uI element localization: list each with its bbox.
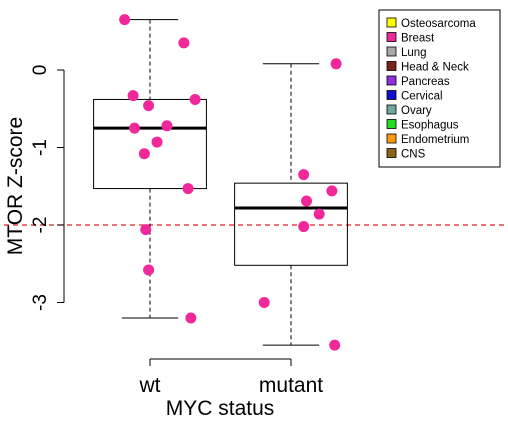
data-point bbox=[313, 208, 325, 220]
box-iqr bbox=[93, 98, 207, 190]
data-point bbox=[329, 339, 341, 351]
legend: Osteosarcoma Breast Lung Head & Neck Pancrea… bbox=[378, 9, 501, 168]
data-point bbox=[298, 221, 310, 233]
legend-frame bbox=[378, 9, 501, 168]
legend-label: Lung bbox=[401, 47, 427, 59]
axes: 0 -1 -2 -3 wt mutant bbox=[30, 65, 323, 397]
legend-swatch bbox=[386, 90, 397, 100]
legend-swatch bbox=[386, 119, 397, 129]
legend-label: Esophagus bbox=[401, 120, 459, 132]
data-point bbox=[143, 264, 155, 276]
legend-swatch bbox=[386, 133, 397, 144]
plot-area bbox=[4, 14, 508, 351]
legend-label: Head & Neck bbox=[401, 62, 469, 74]
data-point bbox=[178, 37, 190, 49]
legend-swatch bbox=[386, 104, 397, 115]
legend-label: Cervical bbox=[401, 91, 443, 103]
legend-swatch bbox=[386, 32, 397, 42]
y-tick-label: 0 bbox=[30, 65, 51, 76]
legend-swatch bbox=[386, 46, 397, 57]
legend-label: Breast bbox=[401, 33, 435, 45]
box-mutant bbox=[234, 63, 348, 346]
data-point bbox=[128, 122, 140, 134]
data-point bbox=[143, 100, 155, 112]
data-point bbox=[151, 136, 163, 148]
box-iqr bbox=[234, 182, 348, 266]
legend-label: CNS bbox=[401, 149, 426, 161]
legend-swatch bbox=[386, 61, 397, 71]
x-tick-label: mutant bbox=[259, 374, 323, 397]
y-tick-label: -1 bbox=[30, 139, 51, 156]
data-point bbox=[298, 169, 310, 181]
data-point bbox=[330, 58, 342, 70]
data-point bbox=[258, 297, 270, 308]
data-point bbox=[161, 120, 173, 132]
legend-label: Osteosarcoma bbox=[401, 18, 476, 30]
data-point bbox=[138, 148, 150, 160]
box-wt bbox=[93, 19, 207, 319]
data-point bbox=[140, 224, 152, 236]
data-point bbox=[119, 14, 131, 26]
data-point bbox=[326, 185, 338, 197]
legend-label: Pancreas bbox=[401, 76, 450, 88]
data-point bbox=[189, 93, 201, 105]
legend-swatch bbox=[386, 75, 397, 86]
legend-label: Endometrium bbox=[401, 134, 469, 146]
x-axis-title: MYC status bbox=[166, 397, 275, 420]
data-point bbox=[127, 90, 139, 102]
data-point bbox=[185, 312, 197, 324]
data-point bbox=[182, 183, 194, 195]
y-tick-label: -2 bbox=[30, 217, 51, 234]
data-point bbox=[301, 195, 313, 207]
legend-swatch bbox=[386, 17, 397, 28]
y-tick-label: -3 bbox=[30, 294, 51, 311]
x-tick-label: wt bbox=[139, 374, 161, 397]
legend-swatch bbox=[386, 148, 397, 158]
legend-label: Ovary bbox=[401, 105, 432, 117]
y-axis-title: MTOR Z-score bbox=[4, 117, 27, 255]
